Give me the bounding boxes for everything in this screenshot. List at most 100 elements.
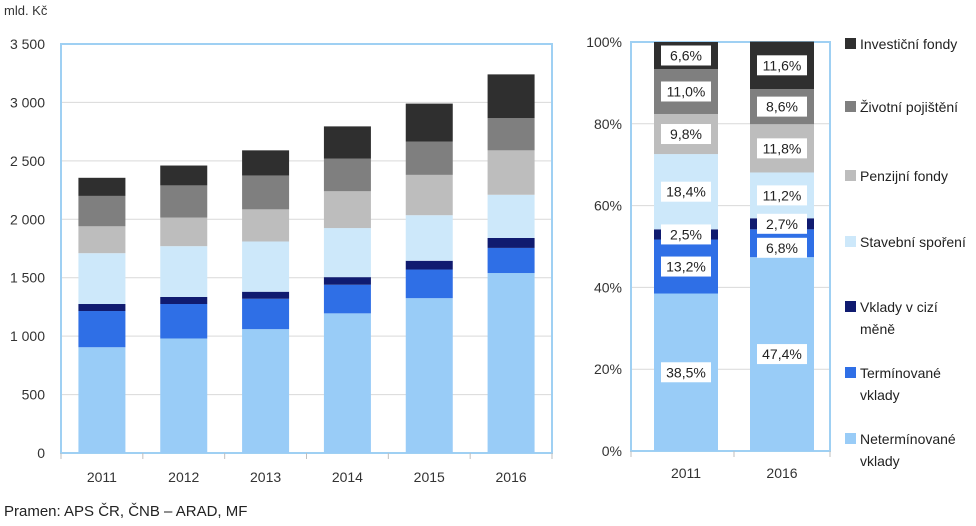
bar-segment — [78, 311, 126, 348]
data-label-box — [757, 237, 807, 258]
data-label-box — [661, 45, 711, 66]
bar-segment — [160, 296, 208, 305]
x-tick-label: 2012 — [168, 469, 199, 485]
bar-segment — [487, 247, 535, 274]
data-label: 9,8% — [670, 126, 702, 142]
bar-segment — [323, 158, 371, 192]
y-tick-label: 1 500 — [10, 270, 45, 286]
bar-segment — [487, 118, 535, 151]
bar-segment — [323, 313, 371, 453]
bar-segment — [405, 215, 453, 261]
bar-segment — [405, 298, 453, 453]
bar-segment — [242, 241, 290, 292]
bar-segment — [242, 291, 290, 299]
bar-segment — [242, 298, 290, 330]
y-tick-label: 100% — [586, 34, 622, 50]
y-tick-label: 3 500 — [10, 36, 45, 52]
y-tick-label: 0 — [37, 445, 45, 461]
data-label: 11,6% — [763, 57, 802, 73]
y-tick-label: 80% — [594, 116, 622, 132]
data-label: 2,5% — [670, 226, 702, 242]
bar-segment — [405, 260, 453, 270]
bar-segment — [323, 126, 371, 159]
legend-label: Investiční fondy — [860, 36, 957, 52]
legend-swatch — [845, 38, 856, 49]
data-label-box — [661, 181, 711, 202]
legend-label: měně — [860, 321, 895, 337]
bar-segment — [405, 103, 453, 142]
data-label-box — [757, 96, 807, 117]
data-label: 8,6% — [766, 99, 798, 115]
bar-segment — [160, 185, 208, 218]
bar-segment — [160, 246, 208, 297]
data-label: 38,5% — [666, 364, 706, 380]
plot-frame — [630, 41, 831, 452]
x-tick-label: 2011 — [87, 469, 117, 485]
data-label-box — [661, 224, 711, 245]
bar-segment — [405, 141, 453, 175]
chart-legend: Investiční fondy Životní pojištění Penzijn… — [845, 36, 966, 469]
absolute-stacked-bar-chart: 0 500 1 000 1 500 2 000 2 500 3 000 3 500 2011 20… — [10, 36, 553, 485]
y-tick-label: 2 500 — [10, 153, 45, 169]
bar-segment — [487, 237, 535, 248]
legend-swatch — [845, 236, 856, 247]
bar-segment — [78, 304, 126, 312]
data-label: 11,8% — [763, 140, 802, 156]
bar-segment — [405, 174, 453, 216]
legend-label: Životní pojištění — [860, 99, 958, 115]
bar-segment — [78, 253, 126, 305]
bar-segment — [323, 191, 371, 229]
legend-label: vklady — [860, 387, 900, 403]
data-label-box — [757, 185, 807, 206]
bar-segment — [323, 284, 371, 314]
data-label-box — [757, 344, 807, 365]
data-label-box — [757, 213, 807, 234]
bar-segment — [487, 194, 535, 238]
data-label: 11,2% — [763, 187, 802, 203]
data-label: 6,8% — [766, 240, 798, 256]
bar-segment — [323, 277, 371, 285]
bar-segment — [242, 329, 290, 453]
x-tick-label: 2016 — [766, 465, 797, 481]
bar-segment — [78, 226, 126, 254]
bar-segment — [405, 269, 453, 299]
bar-segment — [160, 165, 208, 186]
data-label: 13,2% — [666, 259, 706, 275]
legend-swatch — [845, 367, 856, 378]
data-label-box — [757, 138, 807, 159]
legend-swatch — [845, 301, 856, 312]
bar-segment — [323, 228, 371, 278]
y-tick-label: 1 000 — [10, 328, 45, 344]
bar-segment — [160, 338, 208, 453]
data-label-box — [661, 256, 711, 277]
x-tick-label: 2014 — [332, 469, 363, 485]
legend-swatch — [845, 101, 856, 112]
y-tick-label: 60% — [594, 198, 622, 214]
x-tick-label: 2011 — [671, 465, 701, 481]
y-tick-label: 40% — [594, 279, 622, 295]
legend-label: Vklady v cizí — [860, 299, 938, 315]
bar-segment — [487, 150, 535, 195]
legend-label: Netermínované — [860, 431, 956, 447]
bar-segment — [487, 74, 535, 119]
bar-segment — [487, 273, 535, 453]
y-tick-label: 500 — [22, 387, 46, 403]
data-label-box — [757, 55, 807, 76]
legend-swatch — [845, 170, 856, 181]
source-note: Pramen: APS ČR, ČNB – ARAD, MF — [4, 503, 248, 520]
plot-frame — [60, 43, 553, 454]
y-tick-label: 0% — [602, 443, 622, 459]
data-label: 11,0% — [667, 83, 706, 99]
data-label: 6,6% — [670, 47, 702, 63]
y-axis-unit-label: mld. Kč — [4, 3, 48, 18]
y-tick-label: 20% — [594, 361, 622, 377]
x-tick-label: 2013 — [250, 469, 281, 485]
y-tick-label: 2 000 — [10, 211, 45, 227]
data-label: 18,4% — [666, 184, 706, 200]
legend-label: Penzijní fondy — [860, 168, 948, 184]
bar-segment — [160, 217, 208, 247]
x-tick-label: 2015 — [414, 469, 445, 485]
y-tick-label: 3 000 — [10, 94, 45, 110]
data-label: 2,7% — [766, 216, 798, 232]
